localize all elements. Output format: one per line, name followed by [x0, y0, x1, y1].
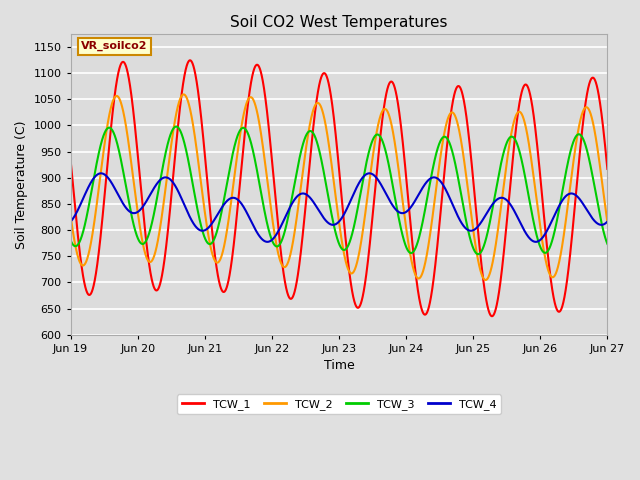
- TCW_3: [322, 180, 330, 186]
- TCW_4: [457, 219, 465, 225]
- TCW_4: [365, 170, 373, 176]
- TCW_2: [67, 213, 74, 219]
- TCW_4: [292, 194, 300, 200]
- TCW_1: [292, 282, 300, 288]
- TCW_4: [67, 219, 74, 225]
- TCW_1: [588, 76, 595, 82]
- TCW_4: [561, 195, 568, 201]
- TCW_2: [180, 92, 188, 97]
- TCW_1: [457, 85, 465, 91]
- Line: TCW_4: TCW_4: [70, 173, 607, 242]
- TCW_3: [561, 178, 568, 183]
- TCW_3: [297, 151, 305, 156]
- Y-axis label: Soil Temperature (C): Soil Temperature (C): [15, 120, 28, 249]
- TCW_2: [322, 123, 330, 129]
- TCW_4: [604, 219, 611, 225]
- X-axis label: Time: Time: [324, 360, 355, 372]
- TCW_3: [588, 166, 595, 172]
- Line: TCW_3: TCW_3: [70, 127, 607, 254]
- Line: TCW_1: TCW_1: [70, 60, 607, 316]
- TCW_3: [67, 238, 74, 243]
- TCW_1: [488, 313, 496, 319]
- TCW_2: [297, 186, 305, 192]
- TCW_3: [292, 172, 300, 178]
- TCW_2: [561, 228, 568, 234]
- TCW_4: [297, 191, 305, 197]
- TCW_2: [588, 112, 595, 118]
- Title: Soil CO2 West Temperatures: Soil CO2 West Temperatures: [230, 15, 448, 30]
- TCW_3: [457, 189, 465, 195]
- TCW_4: [264, 239, 271, 245]
- TCW_1: [297, 252, 305, 258]
- TCW_4: [588, 214, 595, 219]
- TCW_1: [604, 166, 611, 172]
- TCW_4: [322, 217, 330, 223]
- Legend: TCW_1, TCW_2, TCW_3, TCW_4: TCW_1, TCW_2, TCW_3, TCW_4: [177, 395, 500, 414]
- TCW_1: [561, 294, 568, 300]
- Text: VR_soilco2: VR_soilco2: [81, 41, 148, 51]
- TCW_2: [457, 135, 465, 141]
- TCW_2: [604, 219, 611, 225]
- TCW_2: [292, 218, 300, 224]
- Line: TCW_2: TCW_2: [70, 95, 607, 280]
- TCW_1: [322, 72, 330, 77]
- TCW_3: [172, 124, 180, 130]
- TCW_3: [474, 252, 482, 257]
- TCW_2: [482, 277, 490, 283]
- TCW_1: [67, 157, 74, 163]
- TCW_1: [186, 58, 194, 63]
- TCW_3: [604, 241, 611, 247]
